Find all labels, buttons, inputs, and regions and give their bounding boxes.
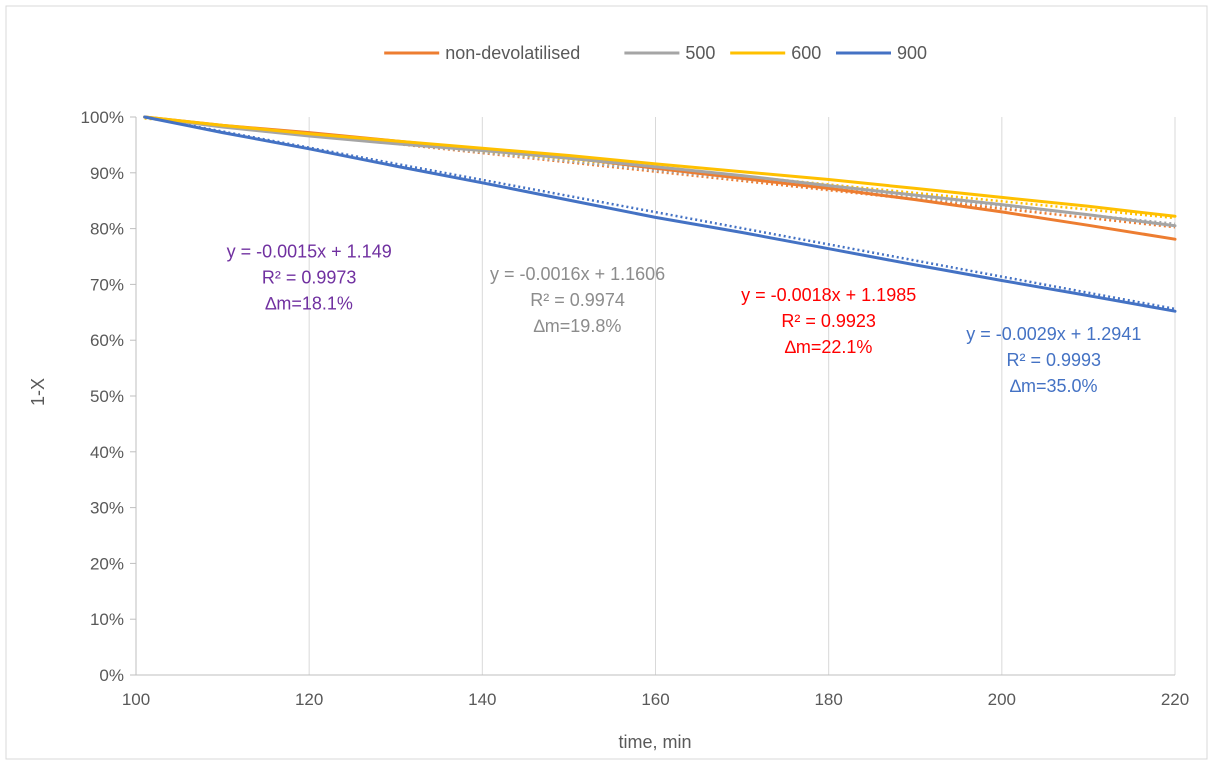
y-tick-label: 20% [90, 554, 124, 573]
y-tick-label: 70% [90, 275, 124, 294]
x-tick-label: 120 [295, 690, 323, 709]
legend-label: 900 [897, 43, 927, 63]
legend-label: 500 [685, 43, 715, 63]
legend-item-600: 600 [730, 43, 821, 63]
y-tick-label: 90% [90, 164, 124, 183]
y-tick-label: 30% [90, 499, 124, 518]
x-tick-label: 220 [1161, 690, 1189, 709]
legend: non-devolatilised 500 600 900 [384, 43, 927, 63]
annotation-line: ∆m=35.0% [1010, 376, 1098, 396]
x-tick-label: 100 [122, 690, 150, 709]
annotation-line: y = -0.0015x + 1.149 [227, 242, 392, 262]
x-axis-title: time, min [618, 732, 691, 752]
y-tick-label: 50% [90, 387, 124, 406]
annotation-line: y = -0.0029x + 1.2941 [966, 324, 1141, 344]
annotation-line: R² = 0.9993 [1007, 350, 1102, 370]
annotation-line: ∆m=18.1% [265, 294, 353, 314]
annotation-line: R² = 0.9974 [530, 290, 625, 310]
annotation-line: R² = 0.9973 [262, 268, 357, 288]
y-tick-label: 60% [90, 331, 124, 350]
legend-label: 600 [791, 43, 821, 63]
annotation-line: R² = 0.9923 [781, 311, 876, 331]
annotation-line: y = -0.0018x + 1.1985 [741, 285, 916, 305]
legend-item-500: 500 [624, 43, 715, 63]
trend-annotation: y = -0.0015x + 1.149 R² = 0.9973 ∆m=18.1% [227, 242, 392, 314]
trend-annotation: y = -0.0029x + 1.2941 R² = 0.9993 ∆m=35.0% [966, 324, 1141, 396]
y-tick-label: 100% [81, 108, 124, 127]
annotation-line: ∆m=19.8% [534, 316, 622, 336]
trend-annotation: y = -0.0018x + 1.1985 R² = 0.9923 ∆m=22.1% [741, 285, 916, 357]
axes: 100 120 140 160 180 200 220 0% 10% 20% 30% 40% 50% 60… [81, 108, 1190, 709]
grid [308, 117, 1176, 675]
y-axis-title: 1-X [28, 378, 48, 406]
x-tick-label: 200 [988, 690, 1016, 709]
legend-item-900: 900 [836, 43, 927, 63]
y-tick-label: 40% [90, 443, 124, 462]
annotation-line: ∆m=22.1% [785, 337, 873, 357]
series-line-900 [143, 115, 1177, 313]
x-tick-label: 180 [814, 690, 842, 709]
legend-label: non-devolatilised [445, 43, 580, 63]
trend-annotation: y = -0.0016x + 1.1606 R² = 0.9974 ∆m=19.8% [490, 264, 665, 336]
series-line-600 [143, 115, 1177, 218]
y-tick-label: 80% [90, 220, 124, 239]
y-tick-label: 10% [90, 610, 124, 629]
x-tick-label: 160 [641, 690, 669, 709]
annotation-line: y = -0.0016x + 1.1606 [490, 264, 665, 284]
y-tick-label: 0% [99, 666, 124, 685]
series-lines [143, 115, 1177, 313]
x-tick-label: 140 [468, 690, 496, 709]
legend-item-non-devolatilised: non-devolatilised [384, 43, 580, 63]
chart-border [5, 5, 1208, 760]
series-line-500 [143, 115, 1177, 228]
